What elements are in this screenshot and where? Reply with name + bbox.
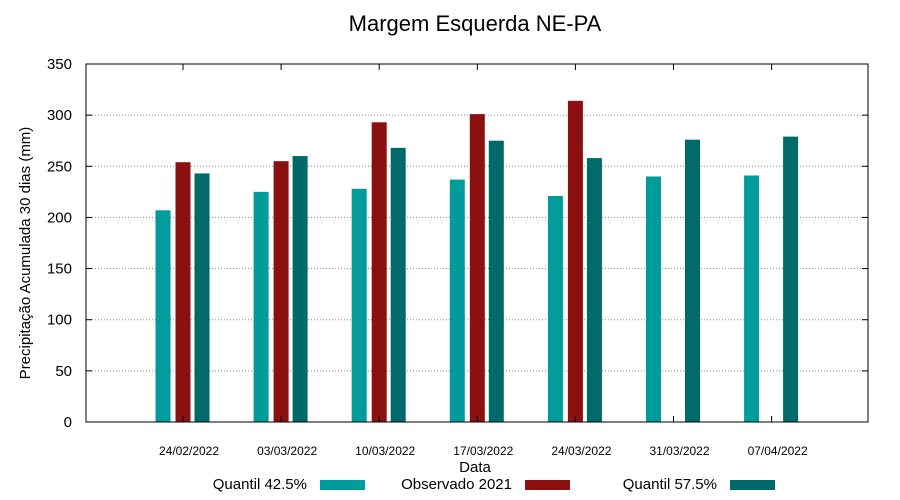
legend-swatch [525,480,570,490]
y-tick-label: 250 [47,158,72,175]
x-tick-label: 10/03/2022 [355,444,415,458]
bar-quantil-57-4 [488,140,504,422]
y-tick-label: 0 [64,414,72,431]
y-tick-label: 150 [47,261,72,278]
y-tick-label: 300 [47,107,72,124]
bar-observado-2021-3 [371,122,387,422]
y-tick-label: 50 [55,363,72,380]
x-tick-label: 07/04/2022 [748,444,808,458]
bar-quantil-57-7 [783,136,799,422]
bar-quantil-42-7 [744,175,760,422]
y-tick-label: 350 [47,56,72,73]
legend: Quantil 42.5% Observado 2021 Quantil 57.5% [213,476,775,493]
bar-quantil-42-3 [351,188,367,422]
bar-observado-2021-4 [469,114,485,423]
x-axis-ticks: 24/02/2022 03/03/2022 10/03/2022 17/03/2022… [159,64,808,458]
bar-quantil-57-5 [586,158,602,423]
bar-quantil-57-2 [292,156,308,423]
x-tick-label: 24/02/2022 [159,444,219,458]
bars [155,100,799,423]
bar-quantil-42-6 [646,176,661,422]
bar-quantil-42-5 [547,195,563,422]
bar-observado-2021-1 [175,162,191,423]
x-tick-label: 24/03/2022 [551,444,611,458]
bar-quantil-42-1 [155,210,171,422]
y-axis-label: Precipitação Acumulada 30 dias (mm) [17,127,34,380]
x-tick-label: 03/03/2022 [257,444,317,458]
bar-quantil-57-6 [685,139,700,423]
bar-observado-2021-5 [567,100,583,422]
x-tick-label: 31/03/2022 [649,444,709,458]
x-axis-label: Data [459,459,491,476]
legend-swatch [730,480,775,490]
bar-quantil-57-3 [390,147,406,423]
y-tick-label: 100 [47,312,72,329]
legend-label: Observado 2021 [401,476,512,493]
chart-title: Margem Esquerda NE-PA [349,11,602,36]
legend-label: Quantil 57.5% [623,476,717,493]
bar-quantil-42-4 [449,179,465,422]
y-tick-label: 200 [47,209,72,226]
y-axis-ticks: 0 50 100 150 200 250 300 350 [47,56,868,431]
bar-quantil-57-1 [194,173,210,422]
bar-quantil-42-2 [253,191,269,422]
bar-observado-2021-2 [273,161,289,422]
legend-swatch [320,480,365,490]
legend-label: Quantil 42.5% [213,476,307,493]
x-tick-label: 17/03/2022 [453,444,513,458]
